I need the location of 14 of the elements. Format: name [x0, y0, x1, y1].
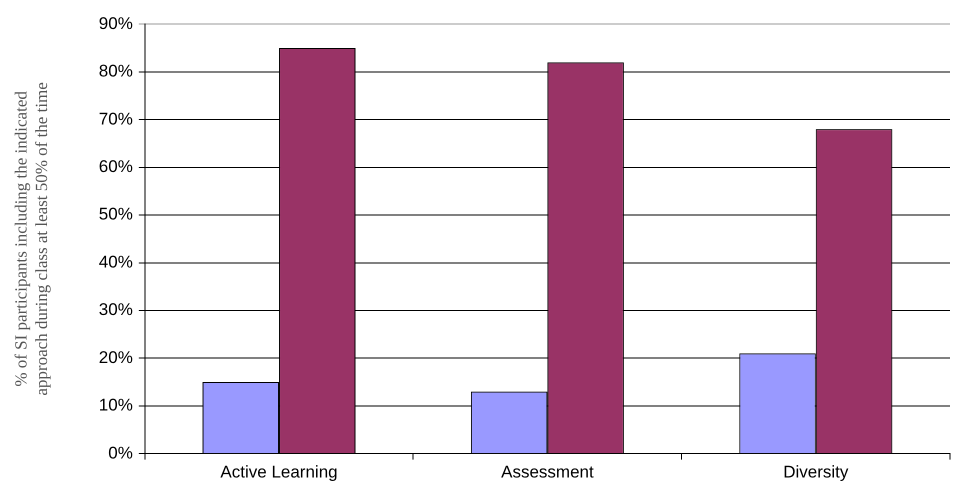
y-tick-label: 70%	[98, 109, 133, 128]
x-tick-label: Assessment	[501, 462, 594, 482]
y-tick-label: 0%	[108, 443, 133, 462]
y-axis-title: % of SI participants including the indicated approach during class at least 50% of the time	[12, 82, 52, 396]
y-tick-label: 20%	[98, 348, 133, 367]
y-tick-label: 50%	[98, 204, 133, 224]
y-tick-label: 80%	[98, 62, 133, 81]
y-tick-label: 10%	[98, 396, 133, 415]
y-tick-label: 60%	[98, 157, 133, 176]
y-tick-label: 90%	[98, 14, 133, 33]
y-tick-label: 40%	[98, 252, 133, 272]
x-tick-label: Active Learning	[220, 462, 338, 482]
x-tick-label: Diversity	[783, 462, 849, 482]
y-tick-label: 30%	[98, 300, 133, 320]
